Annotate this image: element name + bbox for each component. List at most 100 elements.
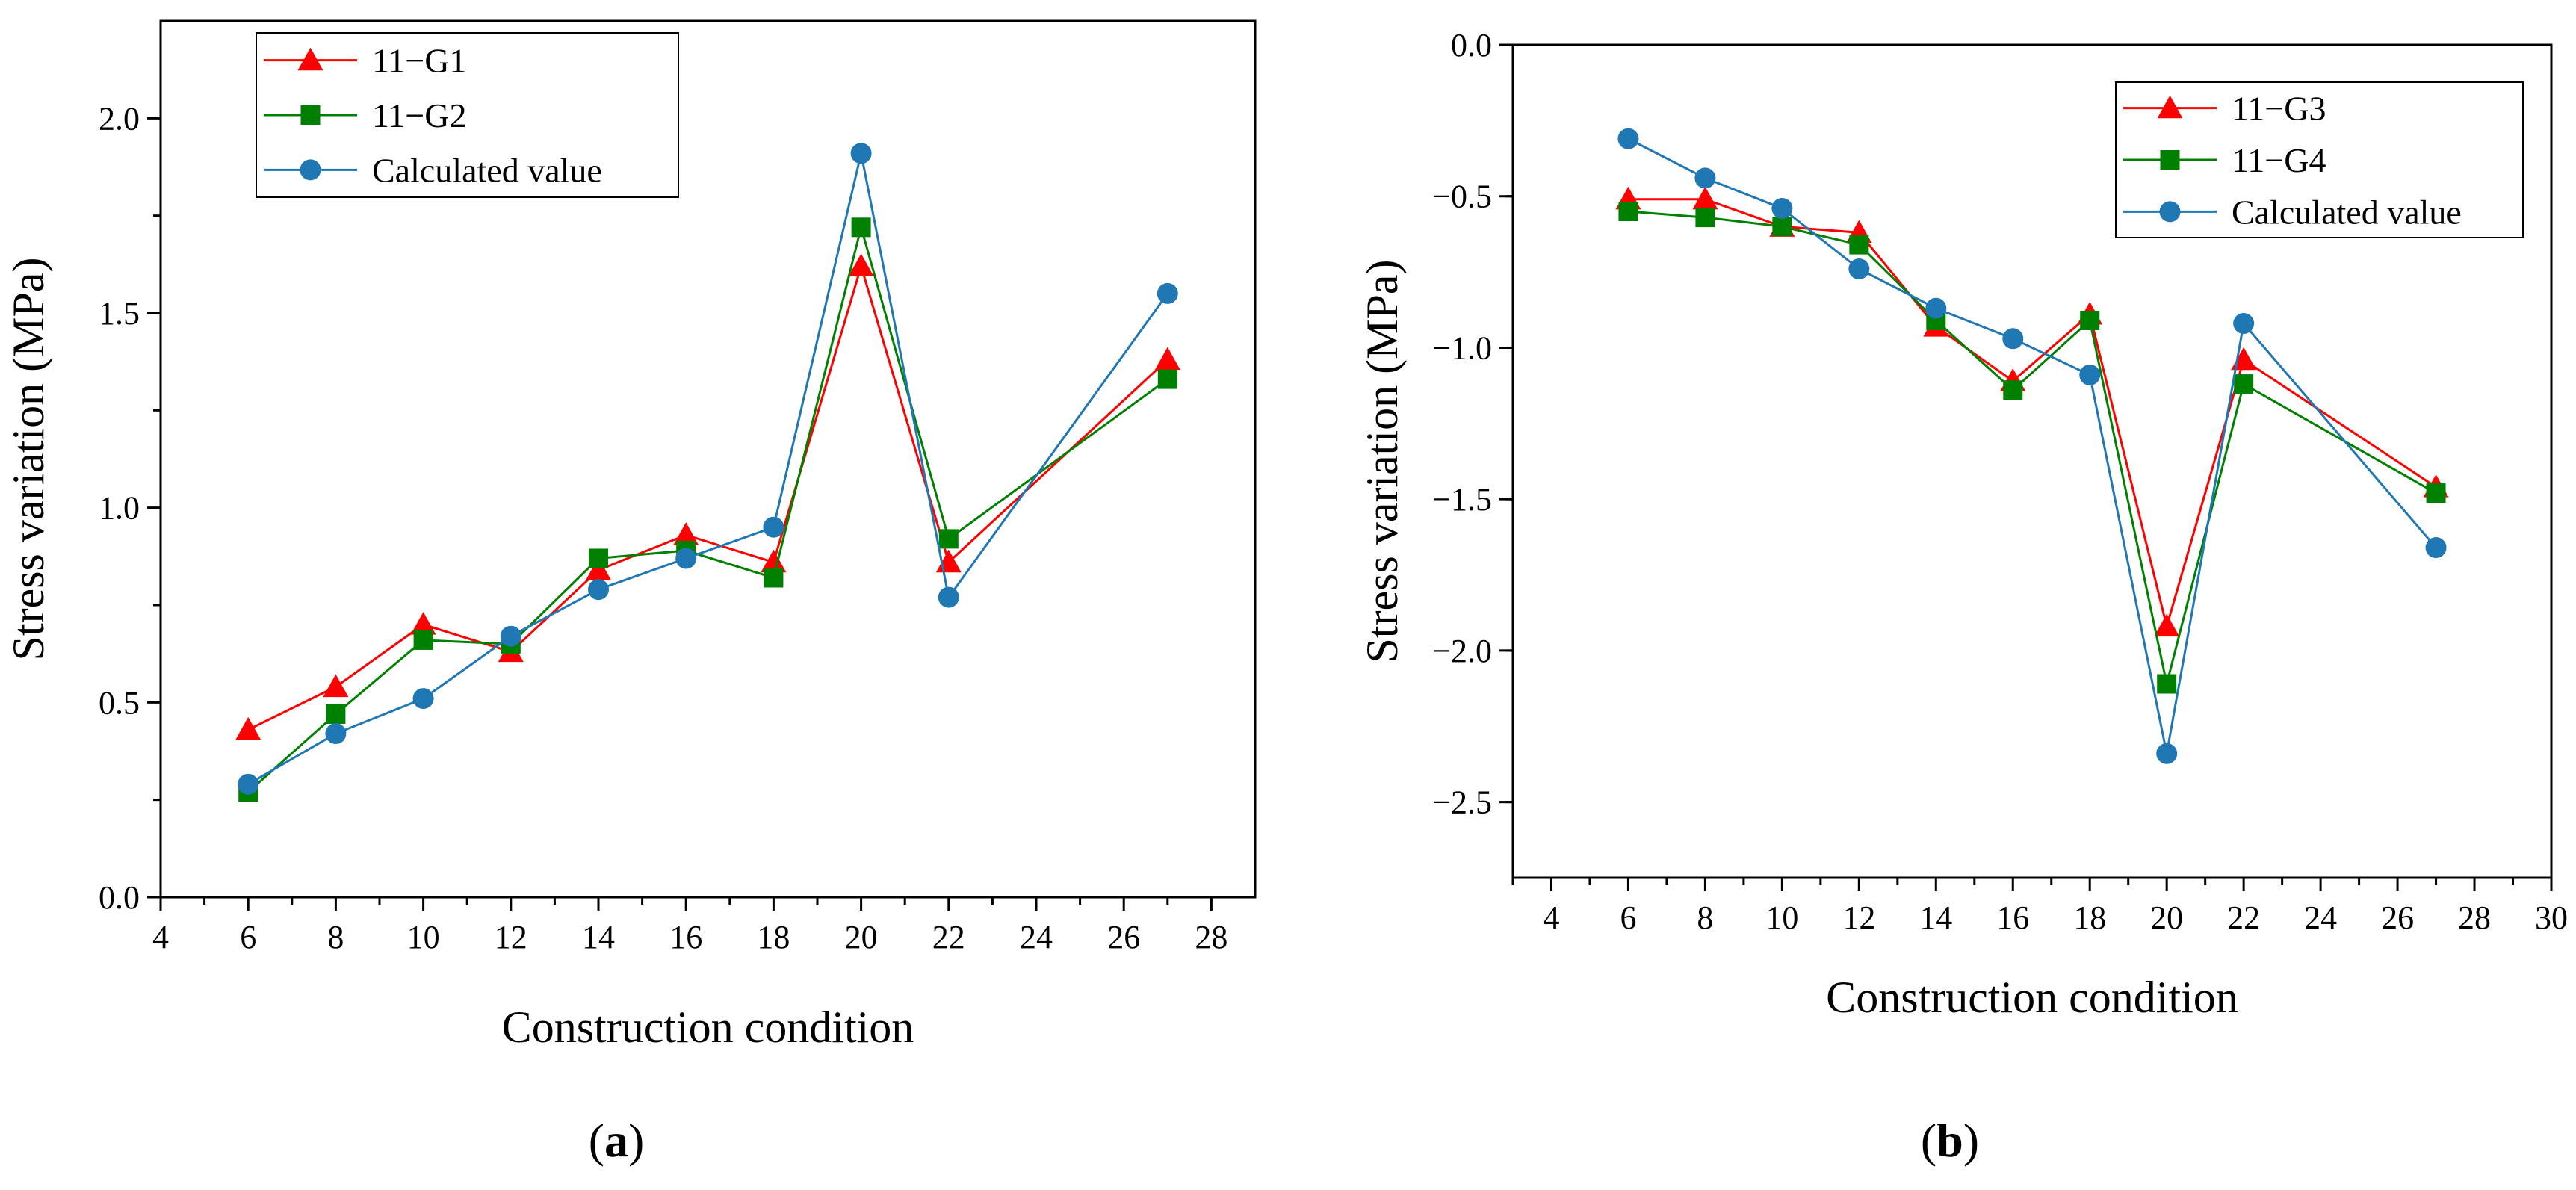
x-tick-label: 14 bbox=[1919, 899, 1952, 936]
x-tick-label: 12 bbox=[495, 919, 527, 955]
series-line bbox=[247, 223, 1168, 793]
y-tick-label: 1.5 bbox=[99, 295, 140, 332]
data-point bbox=[586, 557, 611, 580]
data-point bbox=[1157, 369, 1177, 389]
panel-label-paren: ( bbox=[589, 1114, 604, 1167]
x-tick-label: 24 bbox=[2304, 899, 2337, 936]
data-point bbox=[2079, 364, 2101, 385]
y-tick-label: 1.0 bbox=[99, 490, 140, 527]
data-point bbox=[1157, 282, 1178, 304]
x-tick-label: 20 bbox=[845, 919, 878, 955]
x-tick-label: 10 bbox=[407, 919, 440, 955]
chart-panel-b: 4 6 8 10 12 14 16 18 20 22 24 26 28 30 −2.5 −2.0 −1.5 −1.… bbox=[1357, 27, 2568, 1167]
data-point bbox=[588, 579, 609, 601]
chart-panel-a: 4 6 8 10 12 14 16 18 20 22 24 26 28 0.0 0.5 1.0 1.5 2.0 Co… bbox=[4, 19, 1257, 1167]
series-2 bbox=[1617, 128, 2447, 764]
data-point bbox=[500, 625, 521, 647]
y-tick-label: −2.0 bbox=[1432, 633, 1492, 669]
panel-label-paren: ) bbox=[628, 1114, 644, 1167]
data-point bbox=[1925, 297, 1947, 319]
x-tick-label: 10 bbox=[1765, 899, 1798, 936]
panel-label: (b) bbox=[1921, 1114, 1979, 1167]
data-point bbox=[1849, 235, 1869, 255]
data-point bbox=[938, 529, 959, 549]
x-tick-label: 26 bbox=[2381, 899, 2414, 936]
data-point bbox=[2156, 743, 2178, 764]
x-tick-label: 20 bbox=[2150, 899, 2183, 936]
data-point bbox=[850, 143, 872, 164]
legend-marker bbox=[2160, 150, 2180, 170]
legend-label: 11−G2 bbox=[372, 96, 466, 134]
data-point bbox=[235, 716, 261, 740]
series-1 bbox=[1618, 202, 2446, 694]
y-tick-label: 2.0 bbox=[99, 100, 140, 137]
legend-label: 11−G4 bbox=[2232, 141, 2326, 179]
x-tick-label: 4 bbox=[152, 919, 169, 955]
legend-label: 11−G3 bbox=[2232, 90, 2326, 128]
y-axis-title: Stress variation (MPa) bbox=[4, 258, 53, 661]
data-point bbox=[673, 522, 699, 545]
data-point bbox=[763, 516, 784, 538]
legend: 11−G3 11−G4 Calculated value bbox=[2115, 81, 2524, 238]
series-line bbox=[247, 152, 1169, 786]
legend-marker bbox=[300, 159, 321, 181]
legend: 11−G1 11−G2 Calculated value bbox=[256, 32, 679, 198]
y-tick-label: −2.5 bbox=[1432, 784, 1492, 821]
data-point bbox=[2231, 347, 2257, 371]
data-point bbox=[413, 630, 433, 650]
y-tick-label: −0.5 bbox=[1432, 179, 1492, 215]
data-point bbox=[2425, 537, 2447, 559]
data-point bbox=[2154, 613, 2180, 637]
data-point bbox=[848, 253, 874, 277]
y-axis-title: Stress variation (MPa) bbox=[1357, 260, 1407, 663]
data-point bbox=[764, 568, 784, 588]
series-0 bbox=[235, 253, 1180, 740]
plot-frame bbox=[1511, 43, 2553, 879]
x-tick-label: 28 bbox=[2458, 899, 2491, 936]
x-tick-label: 28 bbox=[1195, 919, 1227, 955]
x-tick-label: 8 bbox=[1697, 899, 1713, 936]
x-tick-label: 16 bbox=[1996, 899, 2029, 936]
panel-label-letter: b bbox=[1936, 1114, 1963, 1167]
data-point bbox=[412, 688, 434, 710]
panel-label: (a) bbox=[589, 1114, 645, 1167]
x-tick-label: 8 bbox=[327, 919, 344, 955]
series-1 bbox=[238, 217, 1177, 802]
plot-frame bbox=[159, 19, 1257, 899]
x-axis-title: Construction condition bbox=[1826, 973, 2238, 1022]
x-tick-label: 4 bbox=[1543, 899, 1559, 936]
data-point bbox=[1771, 197, 1793, 219]
legend-marker bbox=[2157, 95, 2183, 119]
data-point bbox=[410, 612, 436, 635]
data-point bbox=[2233, 313, 2255, 335]
data-point bbox=[938, 586, 959, 608]
y-tick-label: 0.0 bbox=[1451, 27, 1492, 63]
x-tick-label: 12 bbox=[1842, 899, 1875, 936]
data-point bbox=[2157, 674, 2177, 694]
series-2 bbox=[238, 143, 1178, 795]
data-point bbox=[1772, 217, 1792, 237]
x-tick-label: 6 bbox=[1620, 899, 1636, 936]
x-tick-label: 22 bbox=[2227, 899, 2260, 936]
x-tick-label: 30 bbox=[2535, 899, 2568, 936]
panel-label-letter: a bbox=[604, 1114, 628, 1167]
x-tick-label: 24 bbox=[1020, 919, 1053, 955]
data-point bbox=[761, 549, 787, 573]
data-point bbox=[326, 704, 346, 724]
data-point bbox=[2426, 483, 2446, 503]
data-point bbox=[2080, 310, 2100, 330]
data-point bbox=[1848, 258, 1870, 280]
data-point bbox=[1618, 202, 1638, 221]
data-point bbox=[325, 723, 347, 745]
series-line bbox=[1627, 137, 2437, 754]
data-point bbox=[1154, 347, 1180, 371]
legend-label: Calculated value bbox=[372, 151, 602, 189]
data-point bbox=[238, 773, 259, 795]
x-tick-label: 18 bbox=[2073, 899, 2106, 936]
x-tick-label: 22 bbox=[932, 919, 965, 955]
x-tick-label: 26 bbox=[1107, 919, 1140, 955]
data-point bbox=[589, 548, 608, 568]
y-tick-label: 0.0 bbox=[99, 879, 140, 916]
y-tick-label: 0.5 bbox=[99, 684, 140, 721]
